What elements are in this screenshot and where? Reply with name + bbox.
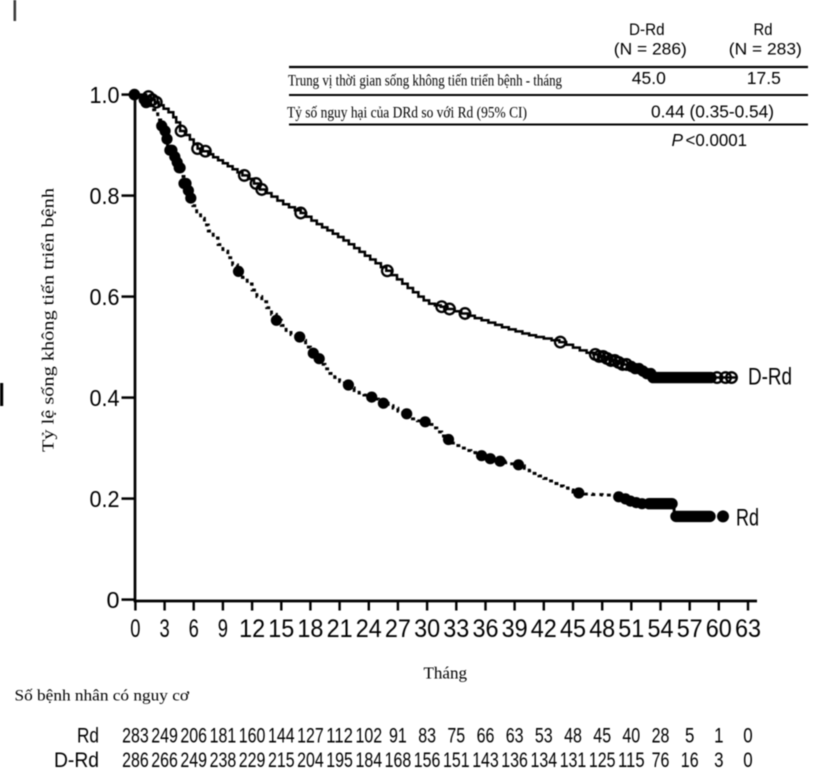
svg-text:Số bệnh nhân có nguy cơ: Số bệnh nhân có nguy cơ (15, 688, 190, 705)
svg-text:160: 160 (239, 724, 266, 747)
svg-text:28: 28 (652, 724, 670, 747)
svg-text:134: 134 (531, 749, 558, 772)
svg-text:0.8: 0.8 (90, 183, 120, 209)
svg-text:283: 283 (122, 724, 149, 747)
svg-text:151: 151 (443, 749, 470, 772)
svg-text:3: 3 (160, 615, 170, 643)
svg-text:Trung vị thời gian sống không: Trung vị thời gian sống không tiến triển… (288, 73, 562, 90)
svg-text:204: 204 (297, 749, 324, 772)
svg-text:16: 16 (681, 749, 699, 772)
svg-text:9: 9 (218, 615, 228, 643)
svg-text:48: 48 (589, 615, 615, 643)
svg-text:0: 0 (130, 615, 140, 643)
svg-text:0.2: 0.2 (90, 486, 120, 512)
svg-text:57: 57 (677, 615, 703, 643)
svg-text:45: 45 (593, 724, 611, 747)
svg-text:Tỷ lệ sống không tiến triển bệ: Tỷ lệ sống không tiến triển bệnh (39, 187, 58, 452)
svg-text:Rd: Rd (736, 505, 759, 532)
svg-text:63: 63 (506, 724, 524, 747)
svg-text:215: 215 (268, 749, 295, 772)
svg-text:181: 181 (210, 724, 237, 747)
svg-text:66: 66 (477, 724, 495, 747)
svg-text:45: 45 (560, 615, 586, 643)
svg-text:195: 195 (326, 749, 353, 772)
svg-text:27: 27 (385, 615, 411, 643)
svg-text:21: 21 (327, 615, 353, 643)
svg-text:0.44 (0.35-0.54): 0.44 (0.35-0.54) (651, 102, 774, 122)
svg-text:75: 75 (447, 724, 465, 747)
svg-text:18: 18 (297, 615, 323, 643)
svg-text:0.6: 0.6 (90, 284, 120, 310)
svg-text:136: 136 (501, 749, 528, 772)
svg-text:131: 131 (560, 749, 587, 772)
svg-text:45.0: 45.0 (632, 68, 666, 88)
svg-text:206: 206 (180, 724, 207, 747)
svg-text:Rd: Rd (754, 20, 773, 39)
svg-text:143: 143 (472, 749, 499, 772)
svg-text:5: 5 (685, 724, 694, 747)
svg-text:<0.0001: <0.0001 (686, 130, 748, 150)
svg-text:63: 63 (735, 615, 761, 643)
svg-text:83: 83 (418, 724, 436, 747)
svg-text:115: 115 (618, 749, 645, 772)
svg-text:Tỷ số nguy hại của DRd so với: Tỷ số nguy hại của DRd so với Rd (95% CI… (287, 105, 527, 122)
svg-text:D-Rd: D-Rd (54, 749, 99, 772)
svg-text:30: 30 (414, 615, 440, 643)
svg-text:42: 42 (531, 615, 557, 643)
svg-text:54: 54 (648, 615, 674, 643)
svg-text:249: 249 (151, 724, 178, 747)
svg-text:125: 125 (589, 749, 616, 772)
svg-text:1.0: 1.0 (90, 82, 120, 108)
svg-text:184: 184 (356, 749, 383, 772)
svg-text:17.5: 17.5 (747, 68, 781, 88)
svg-text:229: 229 (239, 749, 266, 772)
svg-text:156: 156 (414, 749, 441, 772)
svg-text:0: 0 (743, 724, 752, 747)
svg-text:0: 0 (107, 587, 120, 613)
svg-text:286: 286 (122, 749, 149, 772)
svg-text:36: 36 (473, 615, 499, 643)
svg-text:112: 112 (326, 724, 353, 747)
svg-text:24: 24 (356, 615, 382, 643)
svg-text:3: 3 (714, 749, 723, 772)
svg-text:48: 48 (564, 724, 582, 747)
svg-text:0.4: 0.4 (90, 385, 120, 411)
svg-text:Tháng: Tháng (424, 663, 468, 682)
svg-text:D-Rd: D-Rd (748, 364, 792, 391)
svg-text:D-Rd: D-Rd (629, 20, 665, 39)
svg-text:249: 249 (180, 749, 207, 772)
svg-text:6: 6 (189, 615, 199, 643)
svg-text:15: 15 (268, 615, 294, 643)
svg-text:144: 144 (268, 724, 295, 747)
svg-text:40: 40 (622, 724, 640, 747)
svg-text:168: 168 (385, 749, 412, 772)
svg-text:12: 12 (239, 615, 265, 643)
svg-text:266: 266 (151, 749, 178, 772)
svg-text:(N = 283): (N = 283) (729, 40, 802, 59)
svg-text:51: 51 (618, 615, 644, 643)
svg-text:P: P (672, 130, 684, 150)
svg-text:33: 33 (443, 615, 469, 643)
svg-text:1: 1 (714, 724, 723, 747)
svg-text:53: 53 (535, 724, 553, 747)
svg-text:60: 60 (706, 615, 732, 643)
svg-text:102: 102 (356, 724, 383, 747)
svg-text:127: 127 (297, 724, 324, 747)
svg-text:238: 238 (210, 749, 237, 772)
svg-text:0: 0 (743, 749, 752, 772)
svg-text:(N = 286): (N = 286) (614, 40, 687, 59)
svg-text:39: 39 (502, 615, 528, 643)
svg-text:76: 76 (652, 749, 670, 772)
svg-text:Rd: Rd (77, 724, 99, 747)
svg-text:91: 91 (389, 724, 407, 747)
